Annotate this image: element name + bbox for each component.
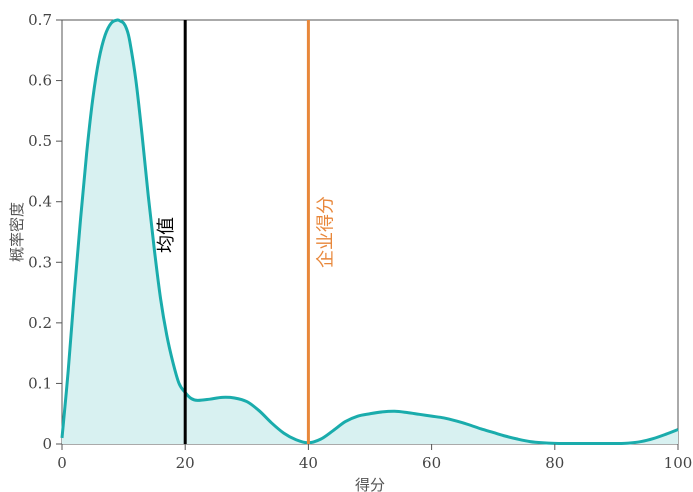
density-area [62, 19, 678, 445]
y-tick-label: 0.4 [28, 193, 52, 211]
y-tick-label: 0.6 [28, 72, 52, 90]
y-tick-label: 0.1 [28, 374, 52, 392]
x-tick-label: 0 [57, 454, 67, 472]
y-tick-label: 0.2 [28, 314, 52, 332]
x-axis-label: 得分 [355, 476, 385, 492]
reference-line-label-0: 均值 [156, 217, 177, 253]
y-axis-label: 概率密度 [8, 202, 26, 262]
y-tick-label: 0 [42, 435, 52, 453]
reference-lines: 均值 企业得分 [156, 20, 336, 444]
x-tick-label: 20 [176, 454, 195, 472]
x-tick-label: 60 [422, 454, 441, 472]
x-axis-ticks: 0 20 40 60 80 100 [57, 444, 692, 472]
x-tick-label: 100 [664, 454, 693, 472]
y-tick-label: 0.3 [28, 253, 52, 271]
density-curve [60, 18, 679, 446]
y-tick-label: 0.7 [28, 11, 52, 29]
y-axis-ticks: 0 0.1 0.2 0.3 0.4 0.5 0.6 0.7 [28, 11, 62, 453]
x-tick-label: 80 [545, 454, 564, 472]
y-tick-label: 0.5 [28, 132, 52, 150]
x-tick-label: 40 [299, 454, 318, 472]
reference-line-label-1: 企业得分 [315, 196, 336, 268]
